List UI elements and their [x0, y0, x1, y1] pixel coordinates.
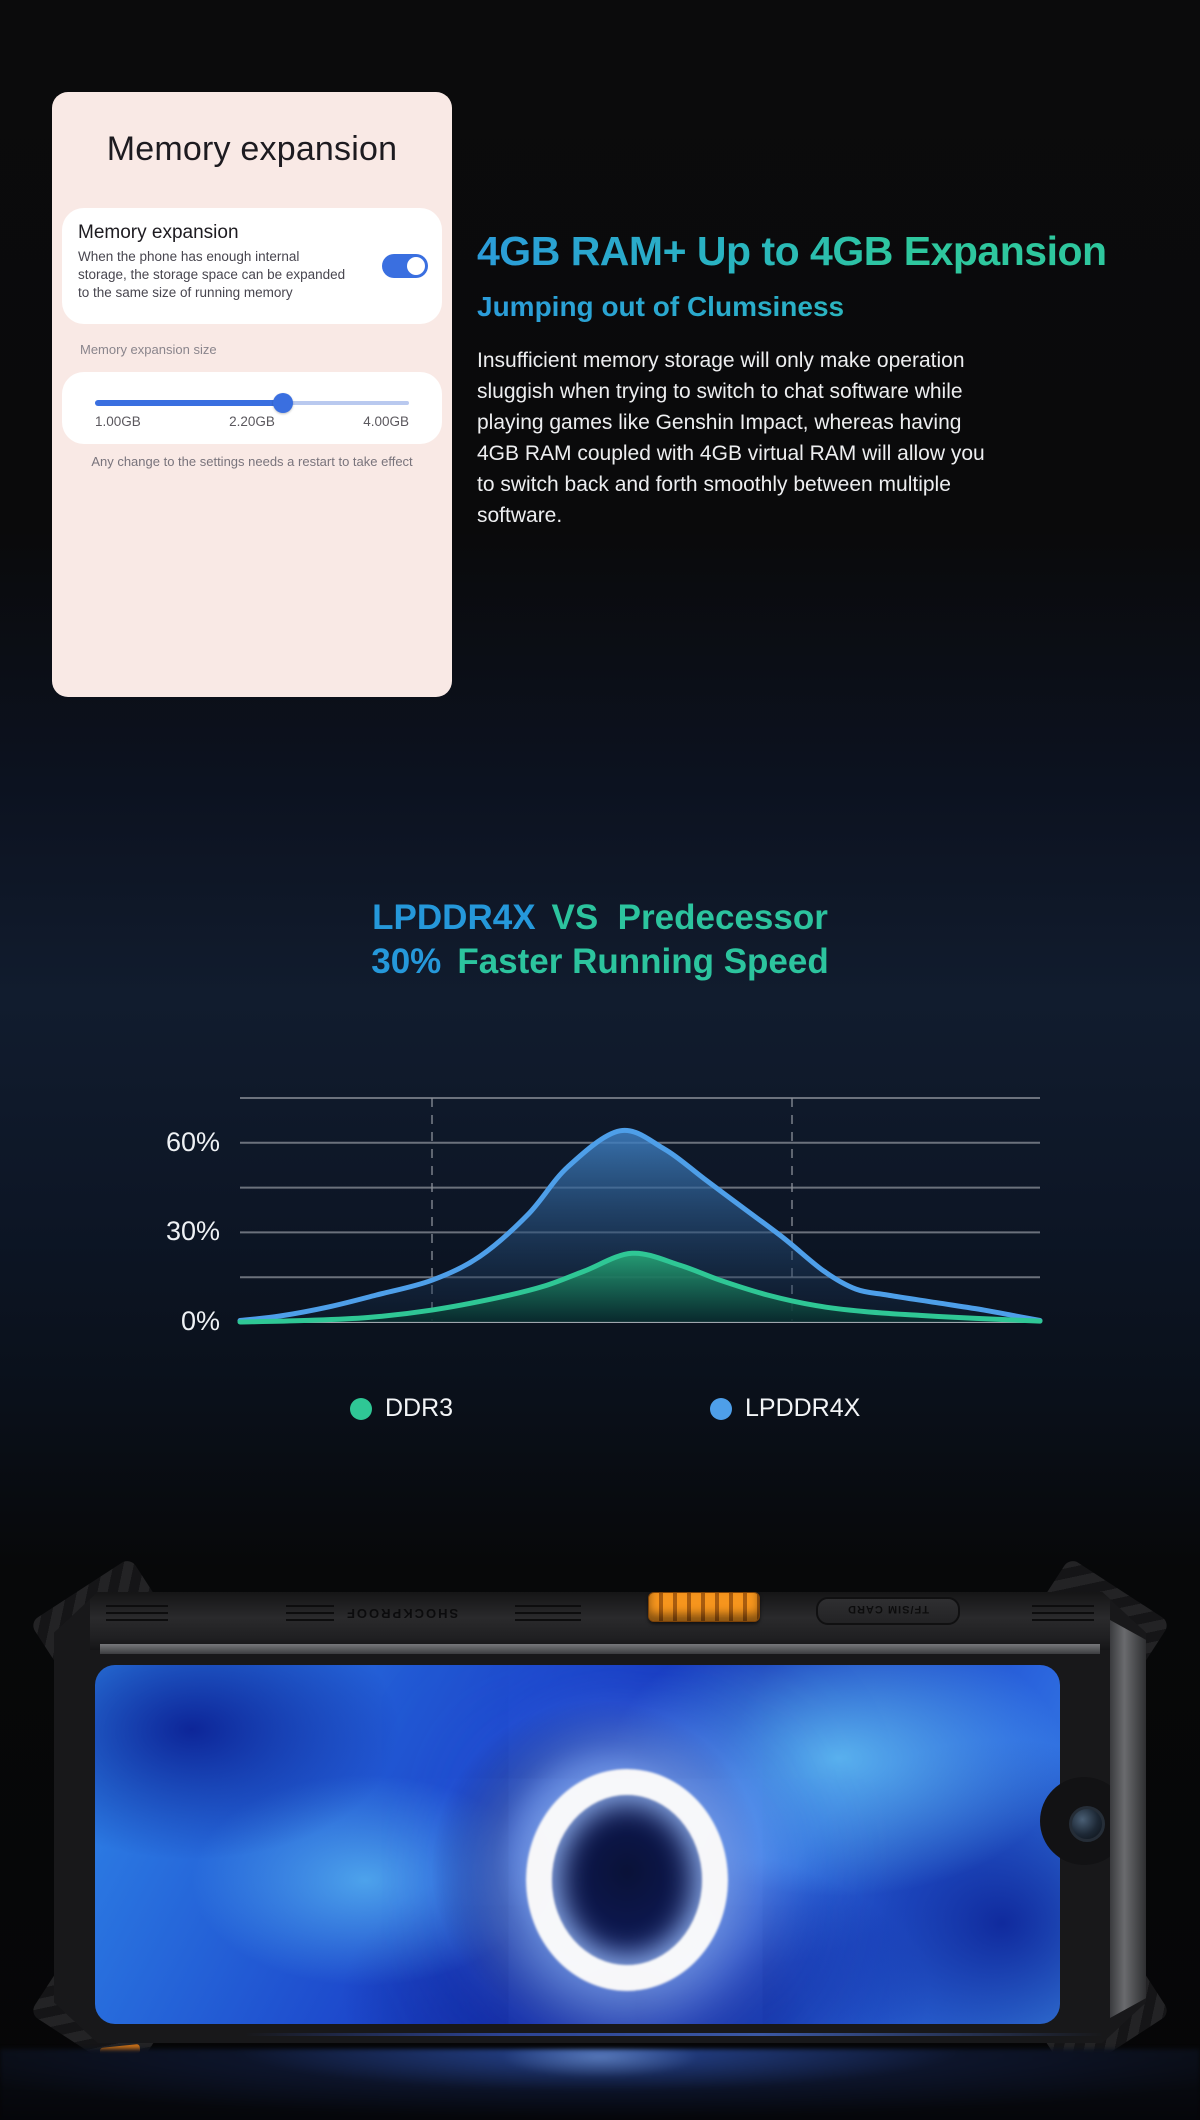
- top-edge-ridges: [286, 1605, 334, 1623]
- chart-title-l1-highlight: LPDDR4X: [372, 898, 536, 937]
- area-chart: [237, 1097, 1043, 1325]
- floor-reflection: [0, 2049, 1200, 2120]
- legend-item-ddr3: DDR3: [350, 1394, 453, 1423]
- slider-current-label: 2.20GB: [229, 414, 275, 429]
- phone-top-edge: SHOCKPROOF TF/SIM CARD: [90, 1592, 1110, 1650]
- top-edge-ridges: [106, 1605, 168, 1623]
- settings-footnote: Any change to the settings needs a resta…: [91, 454, 413, 469]
- y-axis-tick-60: 60%: [165, 1127, 220, 1157]
- slider-min-label: 1.00GB: [95, 414, 141, 429]
- phone-screen: [95, 1665, 1060, 2024]
- toggle-knob-icon: [407, 257, 425, 275]
- chart-title-l2-rest: Faster Running Speed: [457, 942, 829, 981]
- phone-right-edge: [1110, 1620, 1146, 2018]
- chart-title-l2-highlight: 30%: [371, 942, 442, 981]
- memory-expansion-heading: Memory expansion: [78, 222, 239, 243]
- chart-title-line1: LPDDR4X VS Predecessor: [140, 896, 1060, 940]
- sim-card-flap: TF/SIM CARD: [816, 1597, 960, 1625]
- hero-subtitle: Jumping out of Clumsiness: [477, 291, 1157, 323]
- chart-title-l1-rest: VS Predecessor: [551, 898, 828, 937]
- memory-settings-card: Memory expansion Memory expansion When t…: [52, 92, 452, 697]
- hero-section: 4GB RAM+ Up to 4GB Expansion Jumping out…: [477, 228, 1157, 531]
- slider-track-filled: [95, 400, 284, 406]
- memory-expansion-row[interactable]: Memory expansion When the phone has enou…: [62, 208, 442, 324]
- front-camera-icon: [1069, 1806, 1105, 1842]
- shockproof-engraving: SHOCKPROOF: [345, 1606, 459, 1621]
- orange-side-button: [648, 1592, 760, 1622]
- slider-max-label: 4.00GB: [363, 414, 409, 429]
- chart-title-line2: 30% Faster Running Speed: [140, 940, 1060, 984]
- ddr3-legend-label: DDR3: [385, 1394, 454, 1422]
- lpddr4x-legend-dot-icon: [710, 1397, 732, 1420]
- slider-labels: 1.00GB 2.20GB 4.00GB: [95, 414, 409, 429]
- lpddr4x-legend-label: LPDDR4X: [745, 1394, 861, 1422]
- phone-product-image: SHOCKPROOF TF/SIM CARD: [0, 1557, 1200, 2120]
- phone-body: SHOCKPROOF TF/SIM CARD: [54, 1592, 1146, 2043]
- ddr3-legend-dot-icon: [350, 1397, 372, 1420]
- hero-title: 4GB RAM+ Up to 4GB Expansion: [477, 228, 1157, 275]
- memory-size-slider-card: 1.00GB 2.20GB 4.00GB: [62, 372, 442, 444]
- slider-thumb[interactable]: [273, 393, 294, 413]
- settings-card-title: Memory expansion: [106, 130, 398, 168]
- glowing-ring-wallpaper: [526, 1769, 728, 1991]
- memory-expansion-toggle[interactable]: [382, 254, 428, 278]
- top-edge-ridges: [515, 1605, 581, 1623]
- hero-body-text: Insufficient memory storage will only ma…: [477, 349, 985, 527]
- y-axis-tick-30: 30%: [165, 1216, 220, 1246]
- top-edge-ridges: [1032, 1605, 1094, 1623]
- y-axis-tick-0: 0%: [180, 1306, 220, 1336]
- memory-size-label: Memory expansion size: [80, 342, 217, 357]
- memory-size-slider[interactable]: [95, 393, 409, 413]
- chart-title: LPDDR4X VS Predecessor 30% Faster Running …: [140, 896, 1060, 984]
- sim-flap-engraving: TF/SIM CARD: [847, 1603, 929, 1615]
- top-edge-chamfer: [100, 1644, 1100, 1654]
- legend-item-lpddr4x: LPDDR4X: [710, 1394, 860, 1423]
- memory-expansion-description: When the phone has enough internal stora…: [78, 249, 346, 300]
- bottom-edge-reflection: [244, 2033, 1104, 2036]
